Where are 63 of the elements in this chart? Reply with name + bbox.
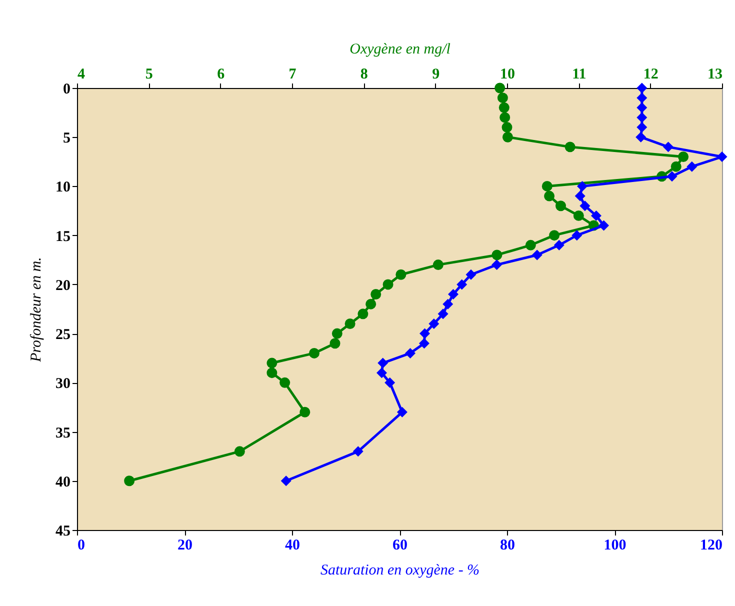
point [405, 348, 416, 358]
y-tick-label: 30 [56, 376, 70, 392]
x2-tick-label: 13 [708, 66, 722, 82]
point [663, 142, 674, 152]
y-axis-title: Profondeur en m. [28, 257, 44, 363]
point [448, 289, 458, 300]
point [636, 122, 648, 133]
point [466, 269, 476, 280]
point [428, 318, 440, 329]
y-tick-label: 5 [63, 130, 70, 147]
x2-tick-label: 8 [360, 66, 368, 82]
point [532, 250, 542, 260]
point [384, 377, 396, 388]
point [636, 132, 646, 142]
x-tick-label: 60 [392, 538, 408, 554]
point [580, 200, 590, 212]
x2-tick-label: 7 [288, 66, 297, 82]
point [666, 171, 678, 182]
point [378, 358, 388, 368]
x2-tick-label: 9 [432, 66, 440, 82]
y-tick-label: 35 [56, 425, 70, 442]
point [636, 92, 648, 104]
point [636, 82, 648, 94]
point [280, 476, 292, 486]
y-tick-label: 25 [56, 327, 70, 344]
point [636, 112, 648, 123]
point [396, 406, 408, 418]
point [572, 230, 582, 241]
x2-tick-label: 4 [78, 66, 86, 82]
x2-tick-label: 10 [500, 66, 515, 82]
point [492, 260, 502, 270]
x2-axis-title: Oxygène en mg/l [350, 42, 450, 58]
x-tick-label: 120 [700, 538, 722, 554]
point [418, 338, 430, 349]
y-tick-label: 0 [63, 82, 70, 98]
point [456, 279, 468, 290]
point [636, 102, 648, 113]
point [554, 240, 564, 250]
point [686, 161, 698, 172]
point [352, 446, 364, 457]
y-tick-label: 40 [56, 474, 70, 490]
y-tick-label: 20 [56, 278, 70, 294]
x-tick-label: 0 [78, 538, 85, 554]
x-tick-label: 100 [604, 538, 626, 554]
x-tick-label: 80 [500, 538, 515, 554]
point [442, 298, 454, 310]
x2-tick-label: 5 [145, 66, 153, 82]
x-axis-title: Saturation en oxygène - % [320, 562, 480, 578]
point [590, 210, 602, 221]
y-tick-label: 10 [56, 180, 70, 196]
x2-tick-label: 6 [217, 66, 226, 82]
point [574, 190, 586, 202]
x-tick-label: 20 [178, 538, 192, 554]
point [598, 220, 609, 231]
y-tick-label: 15 [56, 228, 70, 245]
y-tick-label: 45 [56, 524, 70, 540]
point [376, 368, 388, 378]
point [438, 308, 448, 320]
point [420, 328, 430, 339]
x-tick-label: 40 [285, 538, 300, 554]
x2-tick-label: 11 [572, 66, 586, 82]
point [577, 180, 588, 192]
x2-tick-label: 12 [643, 66, 658, 82]
